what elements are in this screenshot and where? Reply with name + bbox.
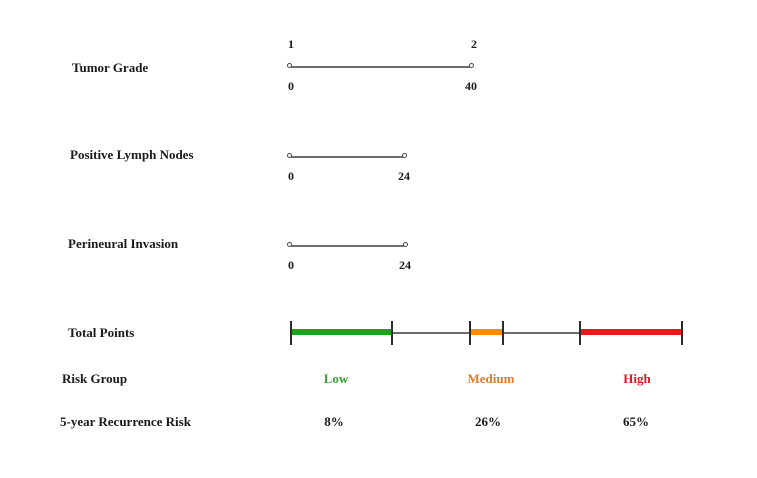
risk-group-high: High bbox=[623, 371, 651, 386]
tumor-grade-axis: 1 2 0 40 bbox=[287, 37, 477, 93]
risk-group-medium: Medium bbox=[467, 371, 515, 386]
perineural-invasion-axis: 0 24 bbox=[287, 216, 411, 272]
recurrence-low: 8% bbox=[324, 414, 344, 429]
axis-endpoint-circle bbox=[287, 63, 292, 68]
points-tick-min: 0 bbox=[288, 258, 294, 272]
points-tick-max: 24 bbox=[399, 258, 411, 272]
axis-line bbox=[287, 153, 407, 158]
recurrence-medium: 26% bbox=[475, 414, 501, 429]
axis-line bbox=[287, 242, 408, 247]
axis-tick bbox=[579, 321, 581, 345]
points-tick-min: 0 bbox=[288, 169, 294, 183]
axis-tick bbox=[681, 321, 683, 345]
points-scale: 0 24 bbox=[288, 169, 410, 183]
value-tick-min: 1 bbox=[288, 37, 294, 51]
medium-risk-segment bbox=[470, 329, 503, 335]
axis-tick bbox=[502, 321, 504, 345]
axis-line bbox=[287, 63, 474, 68]
high-risk-segment bbox=[580, 329, 682, 335]
risk-group-label: Risk Group bbox=[62, 371, 128, 386]
points-tick-max: 24 bbox=[398, 169, 410, 183]
recurrence-high: 65% bbox=[623, 414, 649, 429]
variable-label-tumor-grade: Tumor Grade bbox=[72, 60, 149, 75]
axis-endpoint-circle bbox=[287, 153, 292, 158]
axis-tick bbox=[290, 321, 292, 345]
positive-lymph-nodes-axis: 0 24 bbox=[287, 127, 410, 183]
points-tick-min: 0 bbox=[288, 79, 294, 93]
total-points-label: Total Points bbox=[68, 325, 135, 340]
axis-endpoint-circle bbox=[403, 242, 408, 247]
axis-tick bbox=[391, 321, 393, 345]
axis-endpoint-circle bbox=[469, 63, 474, 68]
axis-endpoint-circle bbox=[287, 242, 292, 247]
low-risk-segment bbox=[291, 329, 392, 335]
value-tick-max: 2 bbox=[471, 37, 477, 51]
points-scale: 0 40 bbox=[288, 79, 477, 93]
variable-label-positive-lymph-nodes: Positive Lymph Nodes bbox=[70, 147, 194, 162]
recurrence-risk-label: 5-year Recurrence Risk bbox=[60, 414, 191, 429]
risk-group-low: Low bbox=[323, 371, 349, 386]
variable-label-perineural-invasion: Perineural Invasion bbox=[68, 236, 179, 251]
axis-endpoint-circle bbox=[402, 153, 407, 158]
points-scale: 0 24 bbox=[288, 258, 411, 272]
value-scale: 1 2 bbox=[288, 37, 477, 51]
points-tick-max: 40 bbox=[465, 79, 477, 93]
axis-tick bbox=[469, 321, 471, 345]
